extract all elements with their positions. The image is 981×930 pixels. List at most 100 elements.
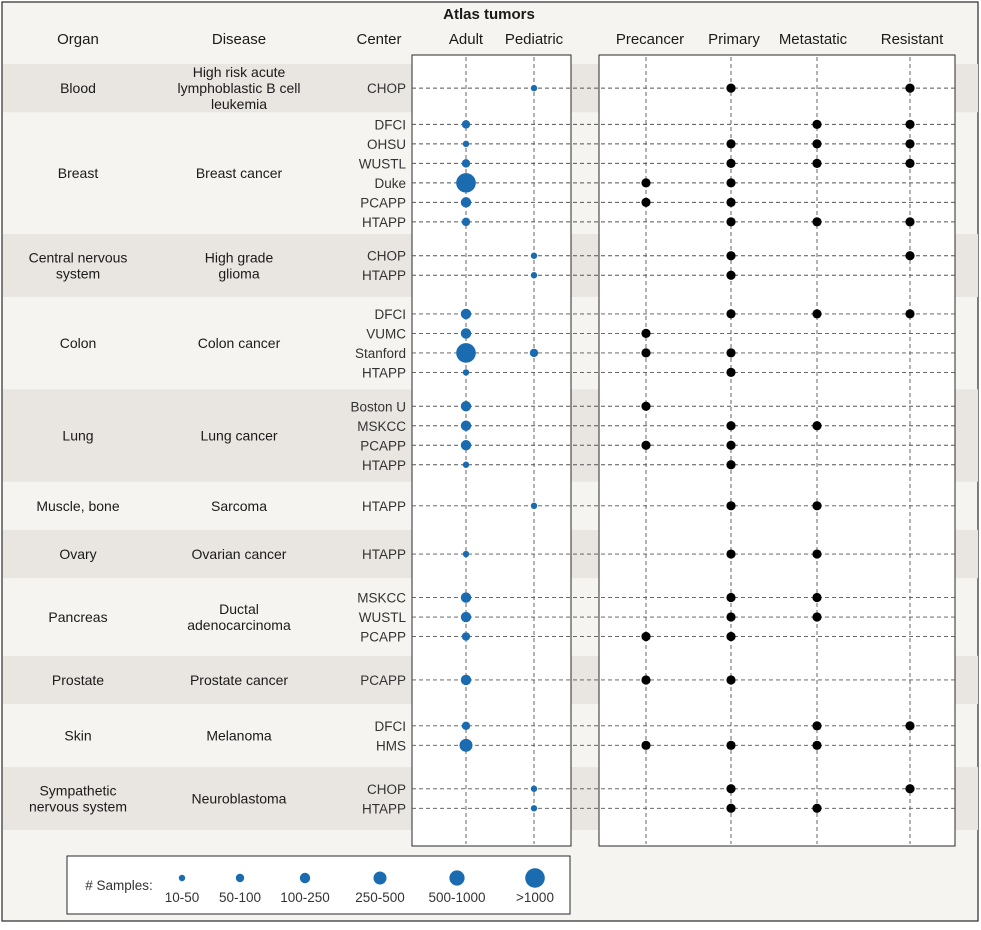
header-organ: Organ xyxy=(57,31,99,48)
adult-sample-dot xyxy=(460,611,472,623)
pediatric-sample-dot xyxy=(530,252,538,259)
organ-label: Sympathetic xyxy=(39,783,116,799)
center-label: DFCI xyxy=(375,307,407,322)
center-label: CHOP xyxy=(367,249,406,264)
disease-label: leukemia xyxy=(211,96,267,112)
center-label: DFCI xyxy=(375,117,407,132)
disease-label: High grade xyxy=(205,249,274,265)
stage-dot xyxy=(726,740,736,750)
stage-dot xyxy=(812,612,822,622)
stage-dot xyxy=(641,328,651,338)
center-label: MSKCC xyxy=(357,591,406,606)
center-label: DFCI xyxy=(375,719,407,734)
pediatric-sample-dot xyxy=(530,785,538,792)
legend-label: 10-50 xyxy=(165,890,200,905)
stage-dot xyxy=(726,367,736,377)
stage-dot xyxy=(726,784,736,794)
center-label: CHOP xyxy=(367,81,406,96)
stage-dot xyxy=(905,139,915,149)
center-label: HTAPP xyxy=(362,365,406,380)
stage-dot xyxy=(641,440,651,450)
stage-dot xyxy=(726,803,736,813)
adult-sample-dot xyxy=(461,159,471,168)
organ-label: Pancreas xyxy=(48,609,107,625)
stage-dot xyxy=(905,119,915,129)
adult-sample-dot xyxy=(460,440,472,451)
legend-dot xyxy=(178,874,186,882)
center-label: OHSU xyxy=(367,137,406,152)
adult-sample-dot xyxy=(460,592,472,603)
header-stage: Primary xyxy=(708,31,760,48)
stage-dot xyxy=(905,158,915,168)
stage-dot xyxy=(905,721,915,731)
center-label: Boston U xyxy=(350,399,406,414)
adult-sample-dot xyxy=(460,420,472,431)
organ-label: Breast xyxy=(58,165,99,181)
disease-label: Prostate cancer xyxy=(190,672,288,688)
center-label: Stanford xyxy=(355,346,406,361)
center-label: CHOP xyxy=(367,782,406,797)
adult-sample-dot xyxy=(461,217,471,227)
adult-sample-dot xyxy=(461,632,471,641)
center-label: WUSTL xyxy=(359,156,407,171)
stage-dot xyxy=(812,721,822,731)
adult-sample-dot xyxy=(459,738,473,752)
adult-sample-dot xyxy=(462,461,470,468)
stage-dot xyxy=(641,178,651,188)
legend-dot xyxy=(299,872,311,884)
organ-label: Central nervous xyxy=(29,249,128,265)
legend-dot xyxy=(373,871,387,885)
header-adult: Adult xyxy=(449,31,484,48)
header-stage: Metastatic xyxy=(779,31,848,48)
stage-dot xyxy=(641,401,651,411)
center-label: HTAPP xyxy=(362,499,406,514)
center-label: Duke xyxy=(374,176,406,191)
adult-sample-dot xyxy=(462,550,470,558)
header-stage: Resistant xyxy=(881,31,944,48)
stage-dot xyxy=(812,549,822,559)
center-label: PCAPP xyxy=(360,438,406,453)
legend-dot xyxy=(449,870,465,886)
organ-label: system xyxy=(56,265,100,281)
stage-dot xyxy=(726,309,736,319)
stage-dot xyxy=(905,784,915,794)
stage-dot xyxy=(726,549,736,559)
legend-label: 100-250 xyxy=(280,890,330,905)
header-pediatric: Pediatric xyxy=(505,31,564,48)
chart-title: Atlas tumors xyxy=(443,6,535,23)
header-disease: Disease xyxy=(212,31,266,48)
disease-label: High risk acute xyxy=(193,64,286,80)
header-stage: Precancer xyxy=(616,31,684,48)
stage-dot xyxy=(812,139,822,149)
legend-label: 250-500 xyxy=(355,890,405,905)
stage-dot xyxy=(812,740,822,750)
stage-dot xyxy=(726,217,736,227)
organ-label: nervous system xyxy=(29,799,127,815)
adult-sample-dot xyxy=(456,343,476,363)
adult-sample-dot xyxy=(461,721,471,731)
stage-dot xyxy=(641,675,651,685)
disease-label: Lung cancer xyxy=(200,428,277,444)
stage-dot xyxy=(726,251,736,261)
stage-dot xyxy=(905,217,915,227)
disease-label: Melanoma xyxy=(206,728,272,744)
sample-size-panel xyxy=(411,54,572,847)
stage-dot xyxy=(641,348,651,358)
disease-label: Neuroblastoma xyxy=(192,791,287,807)
pediatric-sample-dot xyxy=(530,805,538,812)
stage-dot xyxy=(812,592,822,603)
organ-label: Colon xyxy=(60,335,97,351)
adult-sample-dot xyxy=(456,173,476,193)
stage-dot xyxy=(726,348,736,358)
stage-dot xyxy=(905,83,915,93)
pediatric-sample-dot xyxy=(530,84,538,92)
pediatric-sample-dot xyxy=(529,348,539,358)
stage-dot xyxy=(812,217,822,227)
organ-label: Blood xyxy=(60,80,96,96)
stage-dot xyxy=(726,612,736,622)
stage-dot xyxy=(812,421,822,431)
center-label: HTAPP xyxy=(362,458,406,473)
pediatric-sample-dot xyxy=(530,502,538,510)
